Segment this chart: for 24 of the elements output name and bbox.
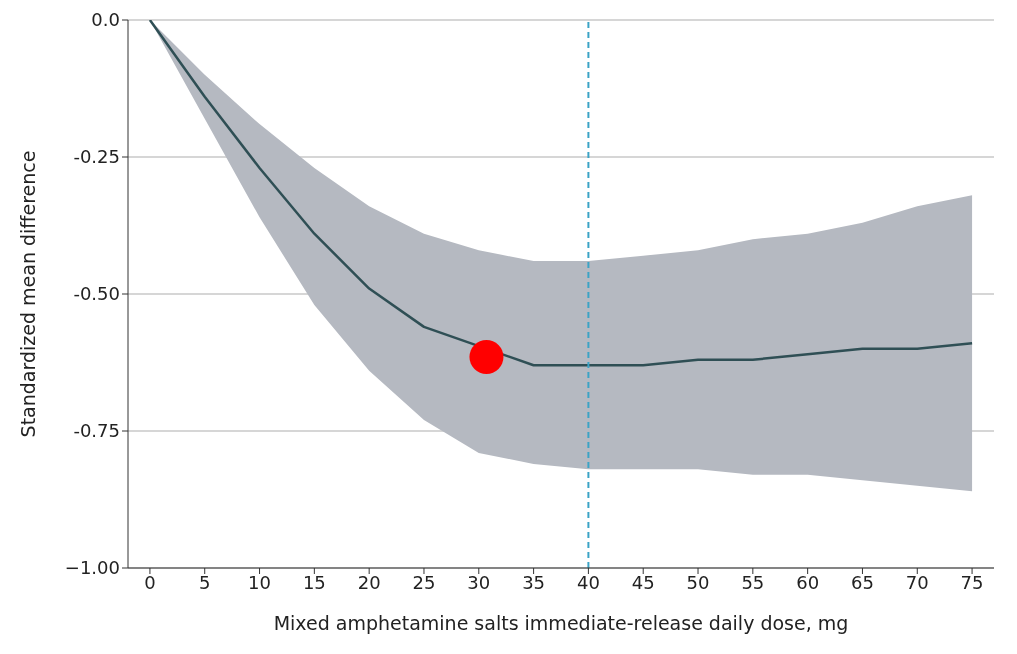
- x-tick-label: 40: [576, 571, 600, 593]
- x-tick-label: 50: [686, 571, 710, 593]
- x-tick-label: 30: [467, 571, 491, 593]
- y-axis-title: Standardized mean difference: [16, 150, 39, 438]
- x-tick-label: 25: [412, 571, 436, 593]
- x-tick-label: 45: [631, 571, 655, 593]
- x-tick-label: 20: [357, 571, 381, 593]
- x-tick-label: 75: [960, 571, 984, 593]
- x-tick-label: 70: [905, 571, 929, 593]
- x-tick-label: 65: [851, 571, 874, 593]
- y-tick-label: 0.0: [91, 9, 120, 31]
- line-series: [148, 20, 974, 367]
- x-tick-label: 10: [248, 571, 271, 593]
- x-tick-label: 15: [302, 571, 326, 593]
- y-tick-label: -0.25: [73, 146, 120, 168]
- y-tick-label: −1.00: [64, 557, 120, 579]
- x-axis-title: Mixed amphetamine salts immediate-release daily dose, mg: [273, 612, 849, 634]
- x-tick-label: 5: [199, 571, 211, 593]
- x-tick-label: 0: [144, 571, 156, 593]
- x-tick-label: 60: [796, 571, 820, 593]
- x-tick-label: 35: [522, 571, 546, 593]
- y-tick-label: -0.50: [73, 283, 120, 305]
- x-tick-label: 55: [741, 571, 765, 593]
- y-tick-label: -0.75: [73, 420, 120, 442]
